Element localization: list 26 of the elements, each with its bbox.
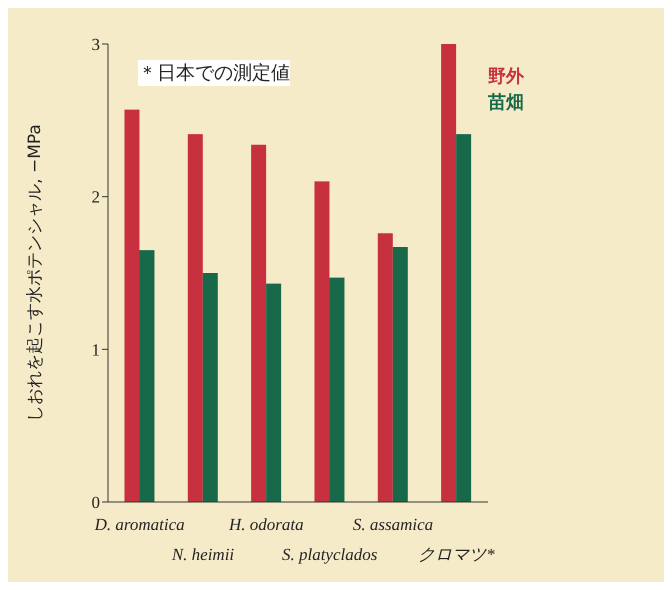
bar — [124, 110, 140, 502]
bar — [188, 134, 203, 502]
annotation: ＊日本での測定値 — [138, 60, 290, 86]
y-tick-label: 1 — [92, 340, 100, 360]
x-tick-label: D. aromatica — [94, 515, 185, 534]
bar — [314, 181, 330, 502]
series-label: 野外 — [488, 65, 524, 89]
x-tick-label: S. platyclados — [282, 545, 378, 564]
bar — [378, 233, 393, 502]
bar — [202, 273, 218, 502]
x-tick-label: H. odorata — [228, 515, 304, 534]
bar — [266, 284, 282, 502]
bar — [251, 144, 266, 502]
x-tick-label: N. heimii — [170, 545, 234, 564]
x-tick-label: S. assamica — [352, 515, 434, 534]
bar — [456, 134, 472, 502]
x-tick-label: クロマツ* — [418, 545, 496, 564]
bar — [392, 247, 408, 502]
y-tick-label: 2 — [92, 188, 100, 207]
y-axis-title: しおれを起こす水ポテンシャル, −MPa — [25, 124, 46, 422]
bar — [329, 278, 344, 502]
y-tick-label: 3 — [92, 35, 100, 54]
y-tick-label: 0 — [92, 493, 100, 512]
bar — [441, 44, 456, 502]
bar — [139, 250, 154, 502]
series-label: 苗畑 — [488, 91, 524, 115]
